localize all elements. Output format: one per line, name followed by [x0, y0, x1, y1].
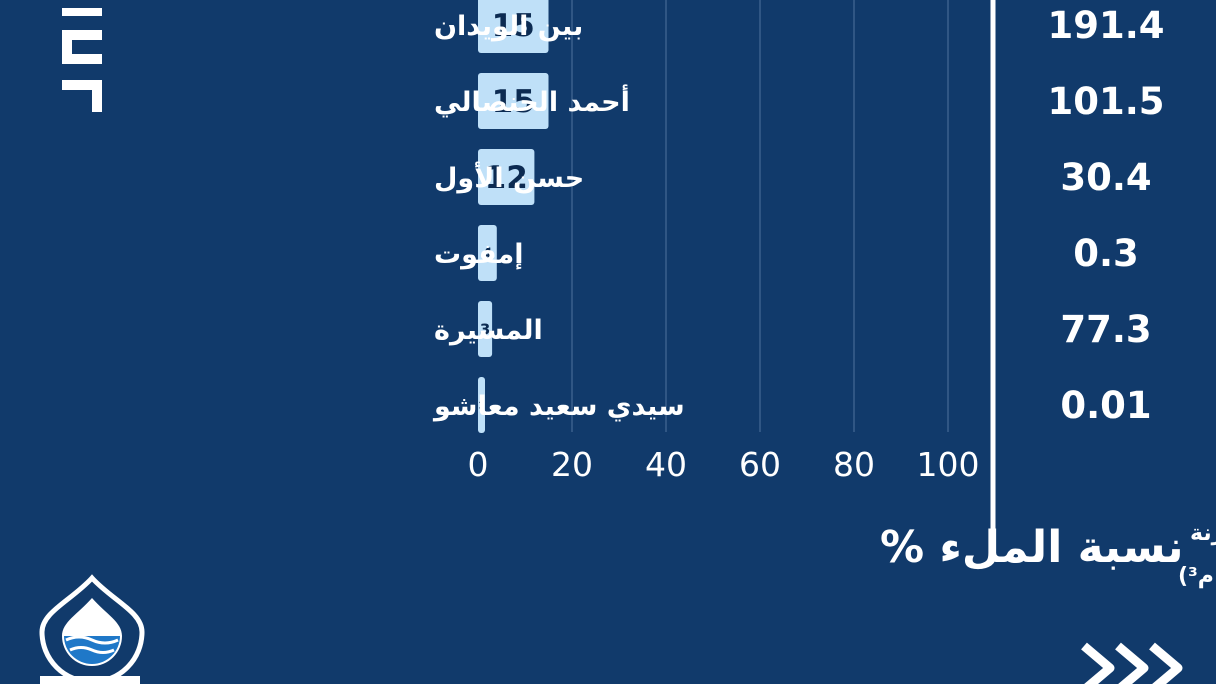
x-axis-label: نسبة الملء % [880, 522, 1184, 573]
category-label: بين الويدان [434, 11, 583, 42]
x-tick-label: 60 [739, 445, 781, 484]
bar [478, 225, 497, 281]
stored-water-value: 101.5 [1047, 80, 1164, 123]
stored-water-unit: (مليون م³) [1178, 564, 1216, 589]
x-tick-label: 40 [645, 445, 687, 484]
bar [478, 149, 535, 205]
water-drop-logo-icon [39, 574, 145, 684]
stored-water-value: 30.4 [1060, 156, 1151, 199]
x-tick-label: 100 [917, 445, 980, 484]
category-label: المسيرة [434, 315, 543, 346]
category-label: إمفوت [434, 239, 523, 270]
category-label: سيدي سعيد معاشو [432, 391, 685, 422]
stored-water-title: المياه المُخَزنة [1190, 521, 1216, 546]
x-tick-label: 20 [551, 445, 593, 484]
bar-value-label: 12 [485, 160, 528, 196]
bar-value-label: 15 [492, 8, 535, 44]
x-tick-label: 80 [833, 445, 875, 484]
stored-water-values: 191.4 101.5 30.4 0.3 77.3 0.01 [1047, 4, 1164, 427]
bar [478, 301, 493, 357]
grid-lines [571, 0, 949, 432]
stored-water-value: 0.01 [1060, 384, 1151, 427]
stored-water-value: 77.3 [1060, 308, 1151, 351]
bar [478, 73, 549, 129]
bars: 15 15 12 4 3 1 [478, 0, 549, 433]
bar-value-label: 4 [482, 244, 492, 262]
stored-water-value: 191.4 [1047, 4, 1164, 47]
bar-value-label: 15 [492, 84, 535, 120]
bar-value-label: 1 [478, 401, 485, 412]
cut-off-vertical-text [62, 8, 102, 112]
bar-value-label: 3 [480, 320, 490, 338]
category-label: أحمد الحنصالي [434, 84, 630, 118]
bar [478, 0, 549, 53]
x-axis-ticks: 0 20 40 60 80 100 [468, 445, 980, 484]
category-label: حسن الأول [434, 161, 584, 194]
x-tick-label: 0 [468, 445, 489, 484]
chevron-arrows-icon[interactable] [1081, 642, 1183, 684]
stored-water-value: 0.3 [1073, 232, 1139, 275]
category-labels: بين الويدان أحمد الحنصالي حسن الأول إمفوت ال… [432, 11, 685, 422]
bar [478, 377, 485, 433]
